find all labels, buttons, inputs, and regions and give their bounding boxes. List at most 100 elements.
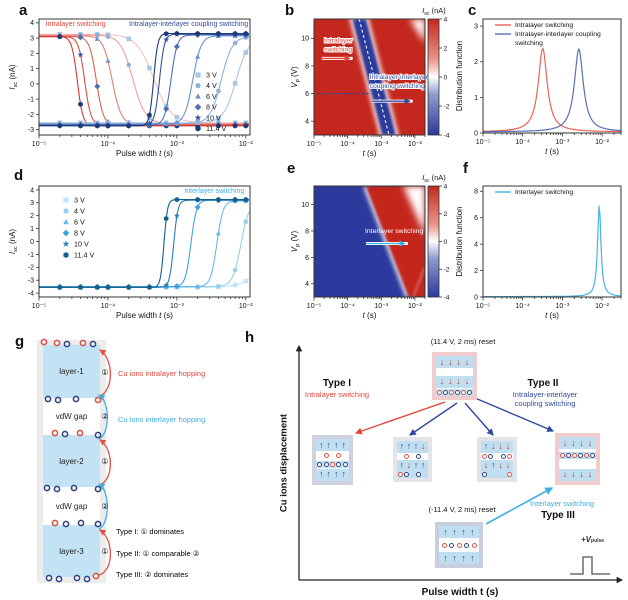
legend-label: Interlayer switching bbox=[515, 189, 573, 196]
marker-diamond bbox=[163, 106, 170, 113]
x-tick-label: 10⁻³ bbox=[170, 141, 184, 148]
cu-ion bbox=[51, 429, 59, 437]
x-tick-label: 10⁻² bbox=[595, 303, 609, 310]
x-axis-label: t (s) bbox=[363, 149, 377, 158]
cu-ion bbox=[43, 484, 51, 492]
y-axis-label: Distribution function bbox=[455, 41, 464, 111]
down-arrow-icon: ↓ bbox=[491, 441, 496, 452]
cu-ion bbox=[323, 453, 329, 459]
chart-b-heatmap: Intralayer switching Intralayer-interlayer… bbox=[290, 6, 450, 158]
up-arrow-icon: ↑ bbox=[470, 552, 475, 563]
cu-ion bbox=[590, 452, 595, 458]
down-arrow-icon: ↓ bbox=[448, 356, 453, 367]
cu-ion bbox=[572, 452, 577, 458]
legend-label: 10 V bbox=[74, 240, 89, 249]
down-arrow-icon: ↓ bbox=[439, 376, 445, 387]
plot-frame bbox=[313, 18, 426, 136]
cu-ion bbox=[398, 472, 403, 478]
type2-arrow-2 bbox=[464, 402, 494, 436]
state-box-reset_top: ↓ ↓ ↓ ↓ ↓ ↓ ↓ ↓ bbox=[432, 352, 477, 400]
y-axis-label: Distribution function bbox=[455, 206, 464, 276]
cu-ion bbox=[72, 395, 80, 403]
x-tick-label: 10⁻⁴ bbox=[340, 141, 355, 148]
up-arrow-icon: ↑ bbox=[420, 459, 426, 470]
vdw-gap-2-box: vdW gap bbox=[43, 487, 100, 525]
cu-ion bbox=[342, 461, 348, 467]
y-tick-label: 0 bbox=[30, 81, 34, 88]
cu-ion bbox=[94, 485, 102, 493]
up-arrow-icon: ↑ bbox=[319, 469, 324, 480]
marker-hexagon bbox=[105, 123, 111, 129]
spacer bbox=[422, 454, 427, 459]
cu-ion bbox=[482, 472, 488, 478]
cu-ion bbox=[62, 520, 70, 528]
ion-arrows-row: ↑ ↑ ↑ ↓ bbox=[397, 441, 428, 453]
marker-triangle bbox=[195, 54, 201, 59]
cu-ion bbox=[404, 453, 409, 459]
cu-ion bbox=[467, 389, 472, 395]
y-tick-label: 8 bbox=[305, 63, 309, 70]
colorbar bbox=[427, 185, 440, 298]
legend-label: 10 V bbox=[206, 113, 221, 122]
cu-ion bbox=[329, 461, 335, 467]
marker-star bbox=[62, 240, 70, 247]
panel-label-h: h bbox=[245, 329, 255, 346]
spacer bbox=[501, 472, 506, 477]
down-arrow-icon: ↓ bbox=[579, 437, 584, 448]
marker-hexagon bbox=[174, 30, 180, 37]
cu-ion bbox=[94, 431, 102, 439]
spacer bbox=[494, 454, 499, 459]
colorbar-tick: 2 bbox=[444, 211, 448, 218]
down-arrow-icon: ↓ bbox=[498, 459, 503, 470]
annotation: Interlayer switching bbox=[184, 188, 244, 195]
pulse-waveform-icon bbox=[570, 556, 610, 575]
cu-interlayer-hopping-label: Cu ions interlayer hopping bbox=[118, 415, 206, 424]
vdw-gap-row bbox=[436, 369, 473, 375]
y-tick-label: 0 bbox=[474, 130, 478, 137]
cu-intralayer-hopping-label: Cu ions intralayer hopping bbox=[118, 369, 206, 378]
layer-2-box: layer-2 bbox=[43, 435, 100, 487]
cu-ion bbox=[51, 519, 59, 527]
cu-ion bbox=[336, 461, 342, 467]
intralayer-hopping-arrow bbox=[98, 529, 111, 576]
down-arrow-icon: ↓ bbox=[587, 469, 593, 480]
down-arrow-icon: ↓ bbox=[498, 441, 503, 452]
legend-label: 6 V bbox=[74, 218, 85, 227]
marker-hexagon bbox=[163, 31, 169, 37]
dist-curve bbox=[483, 47, 622, 133]
marker-square bbox=[216, 115, 221, 121]
marker-star bbox=[194, 114, 202, 121]
y-tick-label: 10 bbox=[301, 202, 309, 209]
down-arrow-icon: ↓ bbox=[456, 376, 461, 387]
type1-arrow bbox=[354, 401, 446, 435]
colorbar-label: Isc (nA) bbox=[422, 173, 446, 184]
y-tick-label: 3 bbox=[30, 200, 34, 207]
type3-arrow bbox=[485, 487, 554, 525]
layer-3-box: layer-3 bbox=[43, 525, 100, 577]
up-arrow-icon: ↑ bbox=[470, 526, 475, 537]
cu-ion bbox=[53, 339, 61, 347]
type1-title: Type I bbox=[322, 378, 352, 389]
up-arrow-icon: ↑ bbox=[461, 552, 466, 563]
marker-diamond bbox=[62, 229, 70, 237]
reset-bottom-label: (-11.4 V, 2 ms) reset bbox=[428, 505, 496, 514]
colorbar-tick: 0 bbox=[444, 239, 448, 246]
marker-hexagon bbox=[105, 284, 111, 290]
vdw-gap-row bbox=[559, 461, 596, 467]
type3-definition: Type III: ② dominates bbox=[116, 570, 189, 579]
plot-frame bbox=[482, 185, 622, 298]
x-tick-label: 10⁻⁴ bbox=[515, 303, 530, 310]
marker-hexagon bbox=[174, 197, 180, 203]
cu-ion bbox=[76, 429, 84, 437]
y-axis-label: Vp (V) bbox=[290, 66, 301, 88]
legend-label: Intralayer switching bbox=[515, 22, 573, 29]
state-box-left: ↑ ↑ ↑ ↑ ↑ ↑ ↑ ↑ bbox=[312, 435, 353, 485]
cu-ion bbox=[317, 461, 323, 467]
legend-label: 8 V bbox=[206, 103, 217, 112]
circled-1-label: ① bbox=[101, 457, 108, 466]
ion-arrows-row: ↓ ↓ ↓ ↓ bbox=[559, 468, 596, 481]
y-tick-label: 6 bbox=[305, 91, 309, 98]
colorbar-tick: -4 bbox=[444, 132, 450, 139]
ion-arrows-row: ↓ ↑ ↓ ↓ bbox=[481, 459, 513, 472]
y-tick-label: -3 bbox=[28, 127, 34, 134]
